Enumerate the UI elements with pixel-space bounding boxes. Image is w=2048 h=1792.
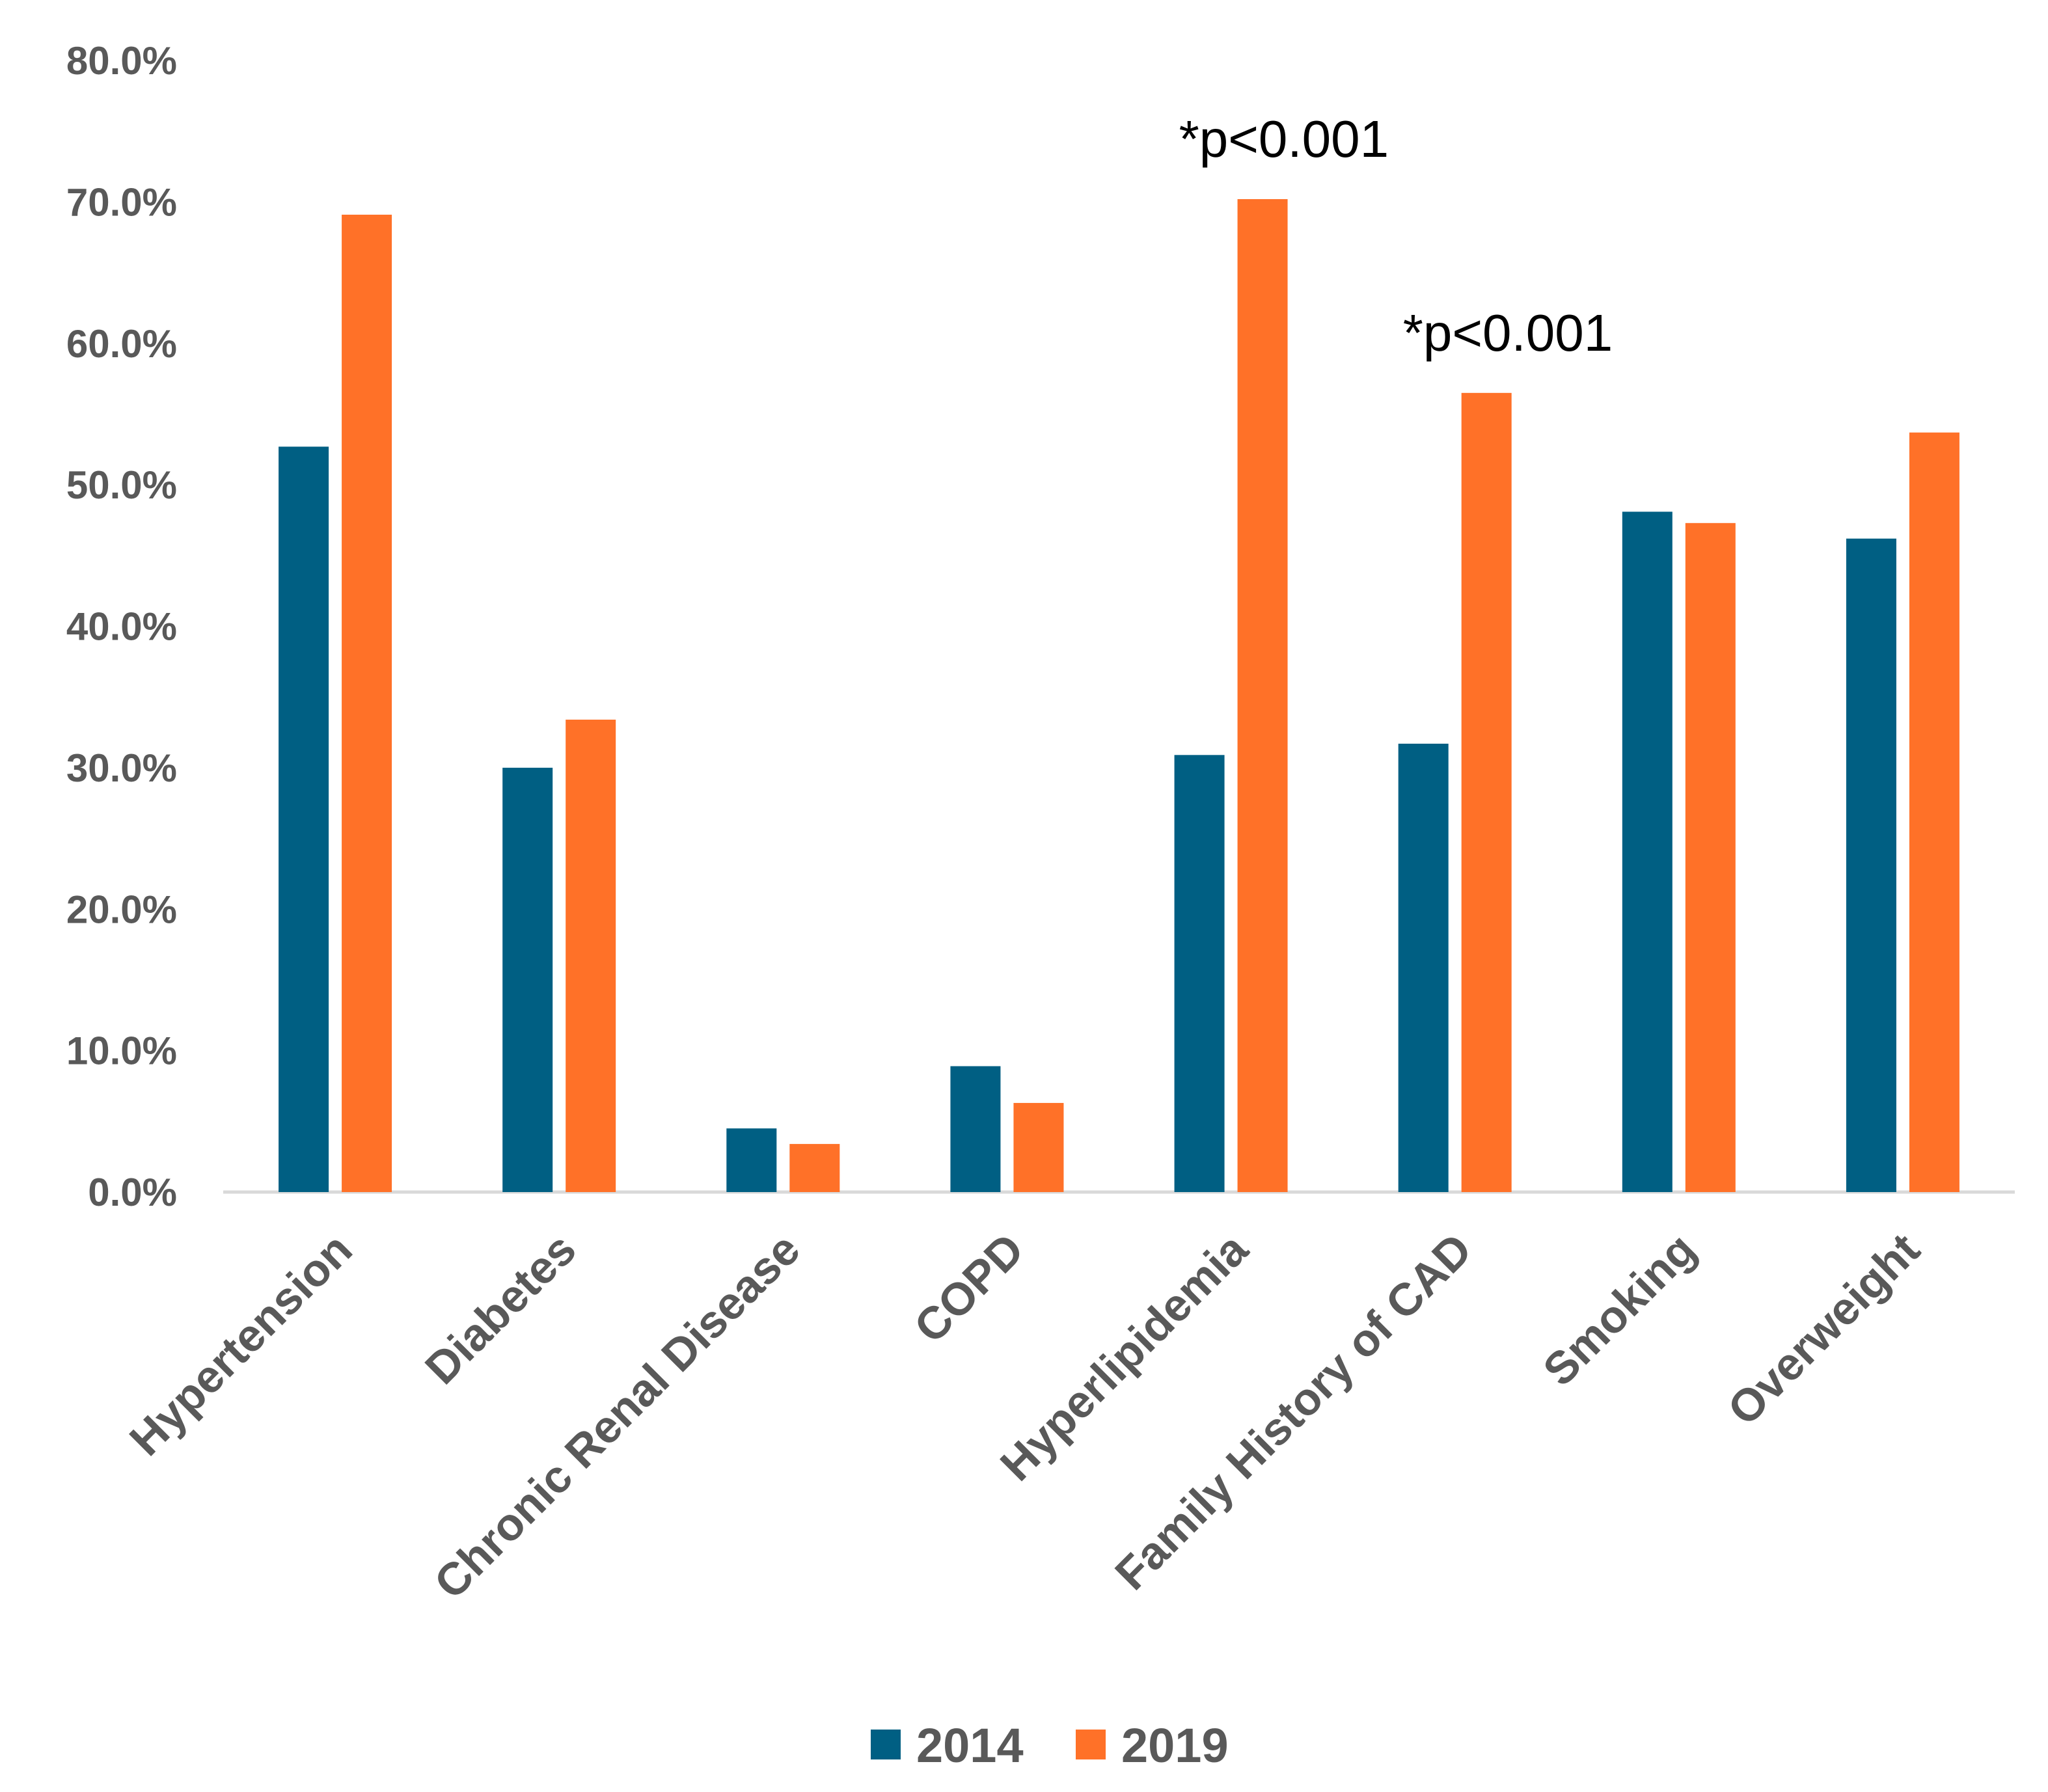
x-category-label: Smoking [1533, 1223, 1705, 1395]
x-category-label: Hypertension [120, 1223, 361, 1465]
y-tick-label: 60.0% [66, 322, 177, 366]
bar-2014-3 [950, 1066, 1001, 1192]
legend-swatch-2014 [871, 1730, 901, 1759]
bar-2019-4 [1237, 199, 1288, 1193]
bar-2019-0 [342, 214, 392, 1193]
bar-2019-7 [1909, 432, 1959, 1192]
x-category-label: COPD [905, 1223, 1033, 1352]
y-tick-label: 20.0% [66, 888, 177, 931]
bar-2014-6 [1622, 511, 1673, 1192]
significance-annotation: *p<0.001 [1403, 304, 1613, 362]
bar-2019-6 [1685, 523, 1736, 1193]
x-category-label: Family History of CAD [1106, 1223, 1482, 1599]
y-tick-label: 80.0% [66, 39, 177, 83]
bar-2014-1 [502, 767, 553, 1192]
y-tick-label: 30.0% [66, 746, 177, 790]
y-tick-label: 40.0% [66, 605, 177, 649]
legend-swatch-2019 [1076, 1730, 1106, 1759]
y-tick-label: 50.0% [66, 463, 177, 507]
bar-2019-1 [566, 719, 616, 1192]
x-category-label: Overweight [1718, 1223, 1930, 1435]
significance-annotation: *p<0.001 [1179, 110, 1389, 168]
y-tick-label: 70.0% [66, 180, 177, 224]
bar-2014-0 [279, 446, 329, 1192]
bar-2014-5 [1398, 743, 1449, 1192]
bar-2014-2 [726, 1128, 777, 1192]
y-tick-label: 0.0% [88, 1171, 177, 1214]
bar-2019-2 [789, 1144, 840, 1192]
legend-label: 2019 [1121, 1718, 1229, 1772]
bar-2014-4 [1174, 755, 1225, 1192]
y-tick-label: 10.0% [66, 1029, 177, 1073]
bar-2014-7 [1846, 538, 1896, 1192]
bar-2019-3 [1013, 1103, 1064, 1192]
x-category-label: Chronic Renal Disease [424, 1223, 810, 1609]
x-category-label: Hyperlipidemia [990, 1223, 1258, 1491]
bar-2019-5 [1461, 392, 1512, 1192]
legend-label: 2014 [916, 1718, 1024, 1772]
x-category-label: Diabetes [415, 1223, 585, 1393]
